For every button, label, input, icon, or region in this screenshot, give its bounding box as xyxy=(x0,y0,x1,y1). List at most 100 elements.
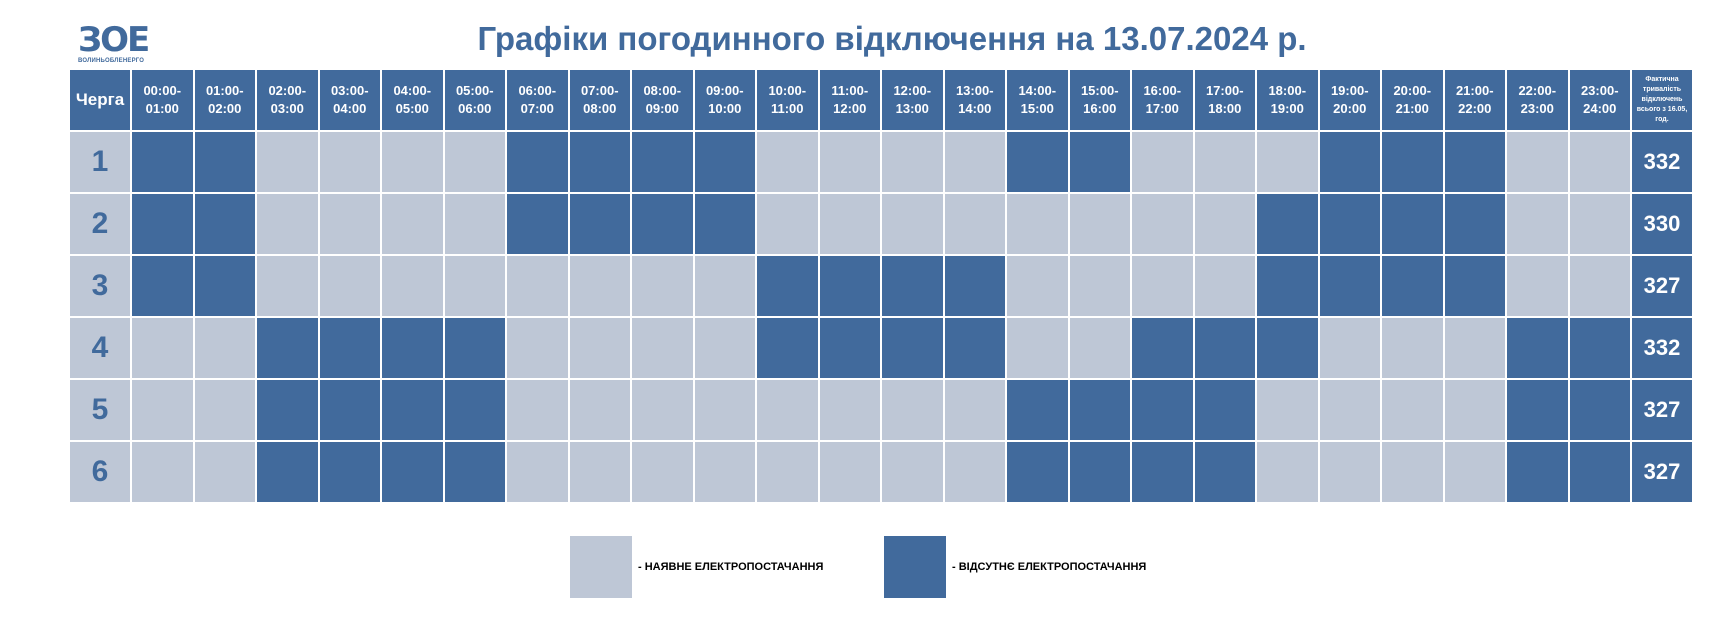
hour-cell-outage xyxy=(1067,130,1132,194)
table-header-row: Черга 00:00- 01:00 01:00- 02:00 02:00- 03:… xyxy=(68,68,1694,132)
hour-cell-power xyxy=(1005,316,1070,380)
hour-cell-power xyxy=(567,378,632,442)
hour-cell-outage xyxy=(1317,130,1382,194)
hour-cell-power xyxy=(1067,254,1132,318)
hour-cell-outage xyxy=(692,192,757,256)
hour-cell-outage xyxy=(1005,440,1070,504)
hour-cell-outage xyxy=(1192,316,1257,380)
hour-cell-power xyxy=(505,254,570,318)
hour-cell-power xyxy=(380,254,445,318)
hour-cell-power xyxy=(1567,254,1632,318)
hour-cell-power xyxy=(505,316,570,380)
hour-cell-outage xyxy=(442,316,507,380)
hour-cell-power xyxy=(630,440,695,504)
queue-row: 2 330 xyxy=(68,192,1694,256)
hour-cell-power xyxy=(130,440,195,504)
hour-cell-outage xyxy=(942,254,1007,318)
hour-cell-outage xyxy=(192,192,257,256)
legend-unavailable-swatch xyxy=(884,536,946,598)
hour-cell-outage xyxy=(442,440,507,504)
hour-cell-power xyxy=(1317,378,1382,442)
hour-cell-power xyxy=(442,254,507,318)
hour-cell-power xyxy=(317,254,382,318)
outage-schedule-table: Черга 00:00- 01:00 01:00- 02:00 02:00- 03:… xyxy=(68,68,1694,504)
hour-cell-power xyxy=(1567,130,1632,194)
hour-cell-outage xyxy=(1442,192,1507,256)
hour-column-header: 10:00- 11:00 xyxy=(755,68,820,132)
hour-cell-power xyxy=(1505,130,1570,194)
hour-cell-outage xyxy=(1442,130,1507,194)
hour-cell-outage xyxy=(130,130,195,194)
hour-column-header: 16:00- 17:00 xyxy=(1130,68,1195,132)
hour-cell-power xyxy=(755,440,820,504)
hour-column-header: 02:00- 03:00 xyxy=(255,68,320,132)
hour-cell-power xyxy=(942,130,1007,194)
hour-cell-outage xyxy=(1567,316,1632,380)
hour-cell-outage xyxy=(817,316,882,380)
hour-cell-outage xyxy=(380,378,445,442)
hour-cell-power xyxy=(817,440,882,504)
hour-cell-power xyxy=(880,192,945,256)
hour-cell-power xyxy=(380,130,445,194)
total-duration-cell: 332 xyxy=(1630,316,1694,380)
hour-cell-outage xyxy=(255,440,320,504)
hour-cell-power xyxy=(880,440,945,504)
hour-cell-power xyxy=(130,316,195,380)
hour-cell-outage xyxy=(755,316,820,380)
hour-cell-outage xyxy=(1130,440,1195,504)
hour-cell-power xyxy=(1442,316,1507,380)
hour-cell-outage xyxy=(317,316,382,380)
queue-column-header: Черга xyxy=(68,68,132,132)
logo-text: ВОЛИНЬОБЛЕНЕРГО xyxy=(78,58,145,64)
hour-cell-power xyxy=(630,254,695,318)
queue-number: 2 xyxy=(68,192,132,256)
hour-cell-outage xyxy=(567,192,632,256)
hour-cell-power xyxy=(1130,254,1195,318)
legend-available-swatch xyxy=(570,536,632,598)
hour-column-header: 22:00- 23:00 xyxy=(1505,68,1570,132)
hour-cell-outage xyxy=(1130,378,1195,442)
hour-cell-power xyxy=(192,316,257,380)
hour-cell-power xyxy=(880,378,945,442)
hour-column-header: 00:00- 01:00 xyxy=(130,68,195,132)
hour-cell-outage xyxy=(442,378,507,442)
queue-number: 4 xyxy=(68,316,132,380)
hour-cell-power xyxy=(255,130,320,194)
hour-cell-outage xyxy=(880,316,945,380)
hour-cell-power xyxy=(692,316,757,380)
hour-cell-power xyxy=(317,130,382,194)
hour-cell-power xyxy=(255,192,320,256)
queue-row: 6 327 xyxy=(68,440,1694,504)
hour-column-header: 18:00- 19:00 xyxy=(1255,68,1320,132)
hour-cell-outage xyxy=(1380,130,1445,194)
hour-column-header: 15:00- 16:00 xyxy=(1067,68,1132,132)
hour-cell-outage xyxy=(1505,316,1570,380)
hour-cell-power xyxy=(755,192,820,256)
hour-cell-power xyxy=(755,378,820,442)
hour-column-header: 12:00- 13:00 xyxy=(880,68,945,132)
hour-cell-outage xyxy=(505,192,570,256)
hour-column-header: 07:00- 08:00 xyxy=(567,68,632,132)
hour-cell-outage xyxy=(317,440,382,504)
hour-cell-power xyxy=(505,440,570,504)
hour-cell-outage xyxy=(1567,440,1632,504)
hour-cell-power xyxy=(817,378,882,442)
hour-cell-outage xyxy=(380,440,445,504)
hour-column-header: 09:00- 10:00 xyxy=(692,68,757,132)
hour-cell-outage xyxy=(817,254,882,318)
total-duration-column-header: Фактична тривалість відключень всього з … xyxy=(1630,68,1694,132)
hour-cell-power xyxy=(1317,316,1382,380)
hour-cell-power xyxy=(317,192,382,256)
hour-cell-power xyxy=(1255,378,1320,442)
hour-column-header: 20:00- 21:00 xyxy=(1380,68,1445,132)
legend-available-label: - НАЯВНЕ ЕЛЕКТРОПОСТАЧАННЯ xyxy=(638,561,824,573)
hour-cell-power xyxy=(817,130,882,194)
hour-cell-power xyxy=(755,130,820,194)
hour-cell-outage xyxy=(692,130,757,194)
hour-cell-power xyxy=(442,192,507,256)
hour-column-header: 21:00- 22:00 xyxy=(1442,68,1507,132)
hour-cell-outage xyxy=(130,192,195,256)
hour-cell-power xyxy=(1130,192,1195,256)
hour-cell-power xyxy=(1442,440,1507,504)
hour-cell-outage xyxy=(1505,440,1570,504)
